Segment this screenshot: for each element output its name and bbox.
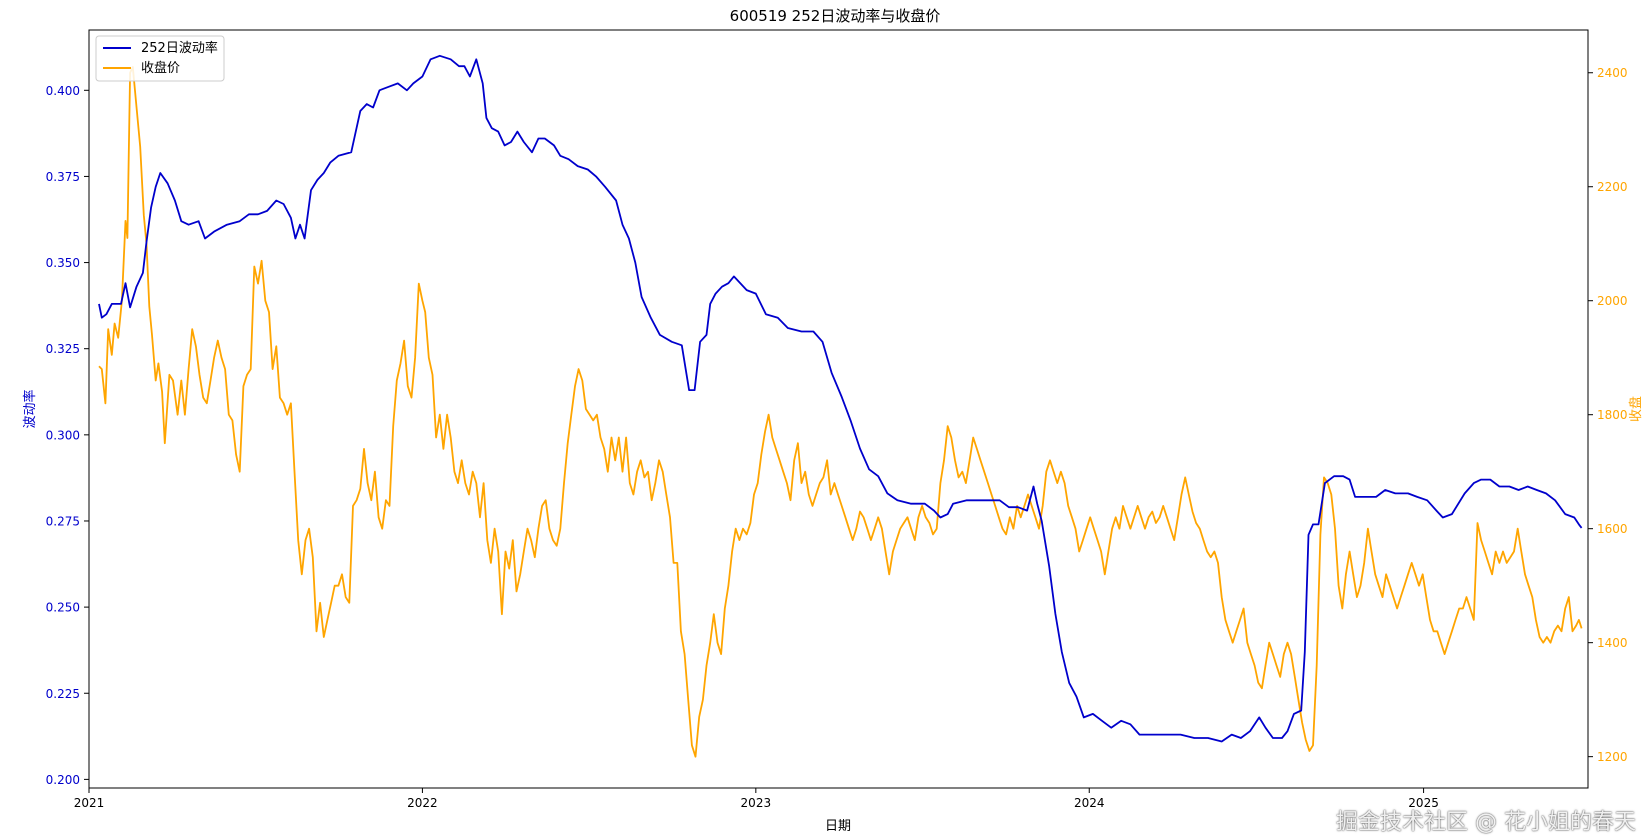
left-tick-label: 0.300 (46, 428, 80, 442)
right-tick-label: 2000 (1597, 294, 1628, 308)
left-tick-label: 0.200 (46, 773, 80, 787)
x-axis-label: 日期 (825, 819, 851, 834)
left-tick-label: 0.325 (46, 342, 80, 356)
left-tick-label: 0.250 (46, 601, 80, 615)
left-tick-label: 0.350 (46, 256, 80, 270)
right-tick-label: 1200 (1597, 750, 1628, 764)
right-tick-label: 2200 (1597, 180, 1628, 194)
right-tick-label: 1400 (1597, 636, 1628, 650)
left-axis-label: 波动率 (22, 389, 38, 428)
right-tick-label: 2400 (1597, 66, 1628, 80)
left-axis-ticks: 0.200 0.225 0.250 0.275 0.300 0.325 0.350 0.375… (46, 84, 89, 787)
left-tick-label: 0.400 (46, 84, 80, 98)
plot-area: 0.200 0.225 0.250 0.275 0.300 0.325 0.350 0.375… (46, 29, 1628, 810)
x-tick-label: 2022 (407, 796, 438, 810)
watermark: 掘金技术社区 @ 花小姐的春天 (1336, 810, 1636, 835)
x-axis-ticks: 2021 2022 2023 2024 2025 (74, 788, 1439, 810)
left-tick-label: 0.275 (46, 514, 80, 528)
left-tick-label: 0.225 (46, 687, 80, 701)
x-tick-label: 2024 (1074, 796, 1105, 810)
legend: 252日波动率 收盘价 (95, 35, 225, 82)
legend-label-volatility: 252日波动率 (141, 40, 218, 56)
right-tick-label: 1600 (1597, 522, 1628, 536)
plot-frame (88, 29, 1589, 789)
x-tick-label: 2023 (741, 796, 772, 810)
left-tick-label: 0.375 (46, 170, 80, 184)
chart-title: 600519 252日波动率与收盘价 (730, 7, 941, 25)
close-price-line (98, 66, 1583, 758)
x-tick-label: 2025 (1408, 796, 1439, 810)
right-axis-ticks: 1200 1400 1600 1800 2000 2200 2400 (1588, 66, 1628, 764)
x-tick-label: 2021 (74, 796, 105, 810)
right-axis-label: 收盘 (1628, 396, 1644, 422)
volatility-line (98, 54, 1583, 743)
right-tick-label: 1800 (1597, 408, 1628, 422)
legend-label-close-price: 收盘价 (141, 60, 180, 76)
